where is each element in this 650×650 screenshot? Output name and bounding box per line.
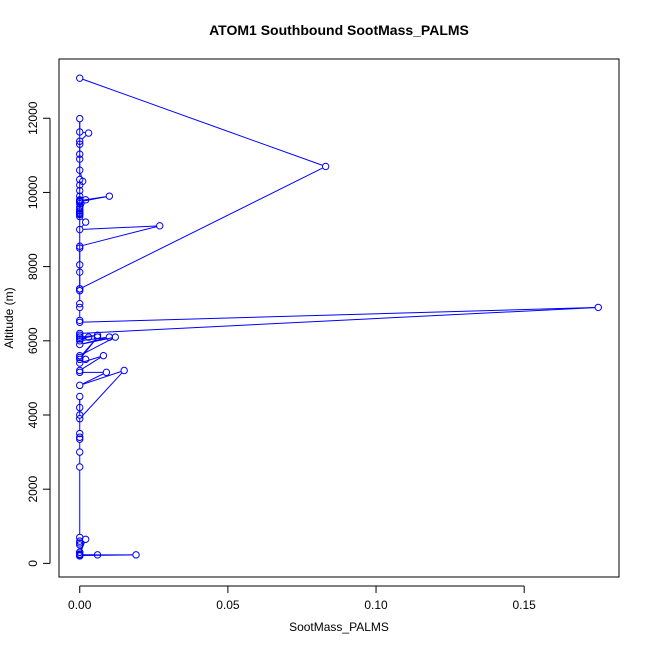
series-segment: [82, 356, 101, 370]
data-point: [84, 333, 93, 341]
data-point: [76, 225, 84, 234]
data-point: [84, 129, 93, 137]
y-axis-label: Altitude (m): [2, 287, 16, 348]
data-point: [76, 114, 84, 123]
chart-title: ATOM1 Southbound SootMass_PALMS: [209, 22, 469, 38]
series-segment: [82, 196, 107, 202]
series-group: [76, 74, 602, 560]
data-point: [76, 207, 84, 215]
data-point: [111, 333, 119, 341]
data-point: [76, 150, 84, 158]
series-segment: [82, 307, 596, 334]
data-point: [76, 186, 84, 195]
data-point: [76, 403, 84, 412]
x-tick-label: 0.00: [68, 598, 92, 612]
y-tick-label: 0: [26, 560, 40, 567]
data-point: [102, 368, 111, 377]
data-point: [76, 333, 84, 341]
series-segment: [82, 226, 157, 246]
plot-frame: [58, 58, 620, 578]
data-point: [76, 392, 84, 401]
series-segment: [81, 134, 87, 140]
series-segment: [81, 224, 85, 228]
data-point: [76, 137, 84, 145]
data-point: [76, 359, 84, 367]
data-point: [76, 448, 84, 456]
y-tick-label: 10000: [26, 175, 40, 209]
series-segment: [82, 307, 596, 323]
data-point: [76, 337, 84, 345]
series-segment: [82, 373, 104, 385]
data-point: [76, 340, 84, 349]
data-point: [76, 140, 84, 148]
data-point: [76, 303, 84, 312]
y-axis: 0 2000 4000 6000 8000 10000 12000: [26, 101, 51, 567]
data-point: [76, 198, 84, 206]
x-axis-label: SootMass_PALMS: [289, 620, 389, 634]
data-point: [76, 541, 84, 549]
y-tick-label: 4000: [26, 401, 40, 428]
data-point: [156, 222, 164, 230]
data-point: [76, 429, 84, 438]
y-tick-label: 12000: [26, 101, 40, 135]
series-segment: [82, 337, 113, 345]
series-segment: [82, 371, 122, 385]
data-point: [120, 366, 128, 375]
series-segment: [82, 554, 133, 557]
data-point: [76, 381, 84, 390]
data-point: [76, 411, 84, 419]
data-point: [76, 192, 84, 200]
data-point: [76, 74, 84, 82]
data-point: [76, 435, 84, 443]
x-axis: 0.00 0.05 0.10 0.15: [68, 585, 537, 612]
series-segment: [82, 335, 95, 339]
data-point: [76, 548, 84, 556]
data-point: [76, 212, 84, 221]
x-tick-label: 0.05: [216, 598, 240, 612]
data-point: [76, 155, 84, 163]
data-point: [76, 463, 84, 471]
data-point: [105, 192, 114, 200]
series-segment: [82, 167, 324, 288]
data-point: [132, 551, 140, 559]
data-point: [76, 300, 84, 308]
series-segment: [81, 339, 96, 356]
data-point: [81, 355, 90, 364]
data-point: [76, 166, 84, 174]
y-tick-label: 6000: [26, 327, 40, 354]
data-point: [81, 535, 90, 543]
series-segment: [82, 78, 323, 166]
data-point: [76, 368, 84, 377]
data-point: [93, 551, 102, 559]
data-point: [76, 181, 84, 189]
data-point: [76, 318, 84, 326]
data-point: [76, 268, 84, 276]
data-point: [93, 333, 102, 341]
data-point: [81, 218, 90, 226]
series-segment: [82, 338, 113, 355]
y-tick-label: 2000: [26, 476, 40, 503]
series-segment: [81, 372, 123, 417]
data-point: [76, 552, 84, 560]
data-point: [76, 128, 84, 136]
data-point: [321, 162, 330, 171]
series-segment: [80, 173, 83, 179]
series-segment: [82, 225, 157, 230]
x-tick-label: 0.15: [513, 598, 537, 612]
series-segment: [82, 335, 95, 338]
data-point: [76, 415, 84, 423]
data-point: [76, 244, 84, 252]
y-tick-label: 8000: [26, 253, 40, 280]
x-tick-label: 0.10: [364, 598, 388, 612]
series-segment: [82, 356, 101, 363]
data-point: [76, 261, 84, 269]
data-point: [594, 303, 602, 312]
data-point: [76, 285, 84, 293]
data-point: [99, 351, 108, 360]
